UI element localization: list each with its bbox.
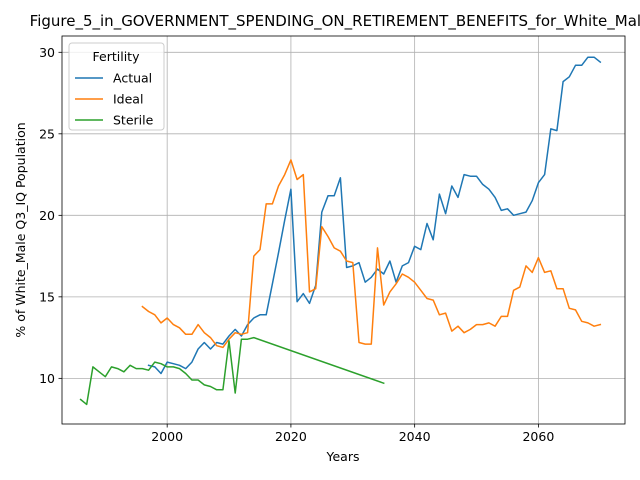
legend-title: Fertility [93,49,141,64]
x-axis-title: Years [326,449,360,464]
y-tick-label: 20 [39,208,55,223]
series-line-sterile [79,336,385,406]
legend: Fertility Actual Ideal Sterile [68,42,165,131]
series-line-actual [147,56,602,375]
y-tick-label: 15 [39,289,55,304]
series-lines [79,56,602,406]
legend-box [68,42,165,131]
legend-label-sterile: Sterile [113,113,154,128]
plot-frame [61,35,626,425]
legend-label-actual: Actual [113,71,152,86]
series-line-ideal [141,159,602,349]
x-tick-label: 2020 [275,429,307,444]
y-tick-label: 30 [39,45,55,60]
x-tick-label: 2000 [151,429,183,444]
chart-title: Figure_5_in_GOVERNMENT_SPENDING_ON_RETIR… [30,12,640,31]
axis-ticks: 2000 2020 2040 2060 10 15 20 25 30 [39,45,554,444]
x-tick-label: 2060 [522,429,554,444]
y-tick-label: 25 [39,126,55,141]
legend-entries: Actual Ideal Sterile [75,71,154,128]
legend-label-ideal: Ideal [113,92,143,107]
y-tick-label: 10 [39,371,55,386]
y-axis-title: % of White_Male Q3_IQ Population [13,122,28,337]
x-tick-label: 2040 [399,429,431,444]
